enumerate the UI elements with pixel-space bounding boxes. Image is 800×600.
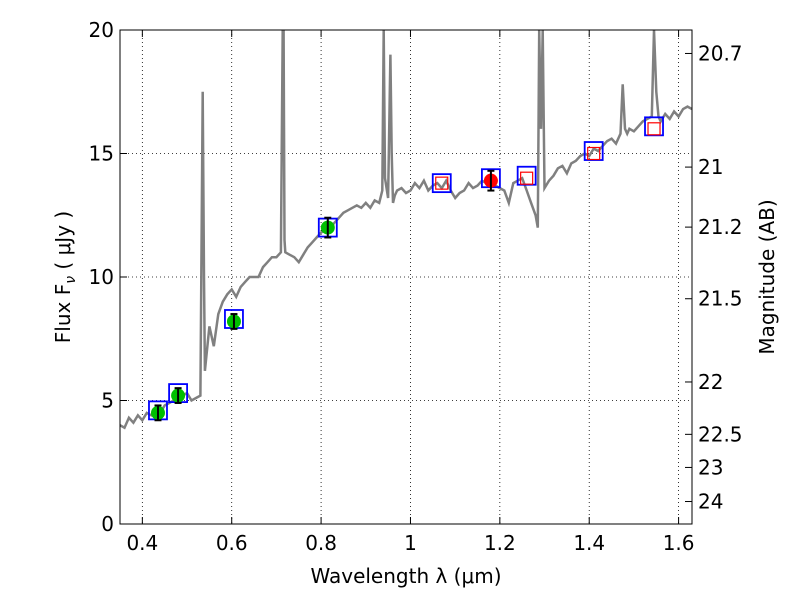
y2-axis-title: Magnitude (AB): [755, 199, 779, 354]
x-axis: 0.4 0.6 0.8 1 1.2 1.4 1.6: [126, 30, 695, 555]
y2-tick-label: 22: [698, 370, 723, 394]
y-tick-label: 5: [101, 389, 114, 413]
upper-limit-point: [435, 176, 449, 190]
y2-tick-label: 24: [698, 490, 723, 514]
x-tick-label: 1.6: [663, 531, 695, 555]
photometry-markers: [148, 116, 664, 422]
x-tick-label: 0.8: [305, 531, 337, 555]
y-tick-label: 10: [89, 265, 114, 289]
y-axis-title-unit: ( μJy ): [51, 211, 75, 276]
x-tick-label: 1: [404, 531, 417, 555]
y2-tick-label: 20.7: [698, 41, 743, 65]
spectrum-line: [120, 30, 692, 430]
y-tick-label: 20: [89, 18, 114, 42]
upper-limit-point: [587, 146, 601, 161]
y-axis-title: Flux Fν ( μJy ): [51, 211, 79, 343]
x-tick-label: 1.2: [484, 531, 516, 555]
spectrum-series: [120, 30, 692, 430]
y2-tick-label: 21.5: [698, 287, 743, 311]
x-axis-title: Wavelength λ (μm): [310, 564, 501, 588]
model-point: [431, 173, 452, 194]
y-tick-label: 0: [101, 512, 114, 536]
y-axis-title-main: Flux F: [51, 284, 75, 343]
y2-axis: 20.7 21 21.2 21.5 22 22.5 23 24: [685, 41, 743, 514]
y2-tick-label: 22.5: [698, 422, 743, 446]
upper-limit-point: [647, 122, 661, 136]
x-tick-label: 0.6: [216, 531, 248, 555]
y-axis: 0 5 10 15 20: [89, 18, 127, 536]
x-tick-label: 0.4: [126, 531, 158, 555]
y-tick-label: 15: [89, 142, 114, 166]
plot-background: [120, 30, 692, 524]
upper-limit-point: [520, 171, 534, 185]
y-axis-title-sub: ν: [63, 276, 79, 284]
y2-tick-label: 21.2: [698, 215, 743, 239]
y2-tick-label: 21: [698, 155, 723, 179]
x-tick-label: 1.4: [573, 531, 605, 555]
y2-tick-label: 23: [698, 455, 723, 479]
